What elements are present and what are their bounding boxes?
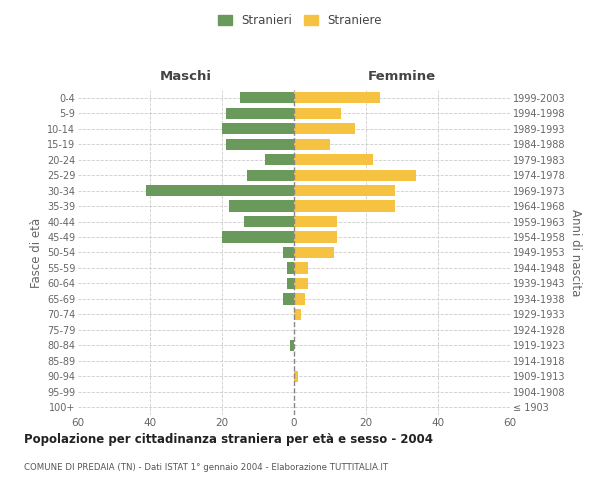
Bar [283,294,294,304]
Bar [294,294,305,304]
Bar [247,170,294,180]
Bar [294,92,380,104]
Text: Maschi: Maschi [160,70,212,82]
Text: COMUNE DI PREDAIA (TN) - Dati ISTAT 1° gennaio 2004 - Elaborazione TUTTITALIA.IT: COMUNE DI PREDAIA (TN) - Dati ISTAT 1° g… [24,462,388,471]
Bar [294,278,308,289]
Bar [290,340,294,351]
Bar [294,154,373,165]
Bar [226,108,294,119]
Bar [265,154,294,165]
Bar [294,108,341,119]
Legend: Stranieri, Straniere: Stranieri, Straniere [214,11,386,31]
Bar [294,262,308,274]
Bar [294,185,395,196]
Text: Femmine: Femmine [368,70,436,82]
Y-axis label: Fasce di età: Fasce di età [29,218,43,288]
Bar [294,232,337,242]
Bar [294,200,395,211]
Bar [287,278,294,289]
Bar [294,216,337,227]
Bar [226,138,294,149]
Bar [294,309,301,320]
Bar [222,232,294,242]
Bar [294,370,298,382]
Bar [287,262,294,274]
Bar [240,92,294,104]
Bar [146,185,294,196]
Bar [294,247,334,258]
Text: Popolazione per cittadinanza straniera per età e sesso - 2004: Popolazione per cittadinanza straniera p… [24,432,433,446]
Bar [229,200,294,211]
Bar [294,170,416,180]
Y-axis label: Anni di nascita: Anni di nascita [569,209,582,296]
Bar [283,247,294,258]
Bar [244,216,294,227]
Bar [222,123,294,134]
Bar [294,138,330,149]
Bar [294,123,355,134]
